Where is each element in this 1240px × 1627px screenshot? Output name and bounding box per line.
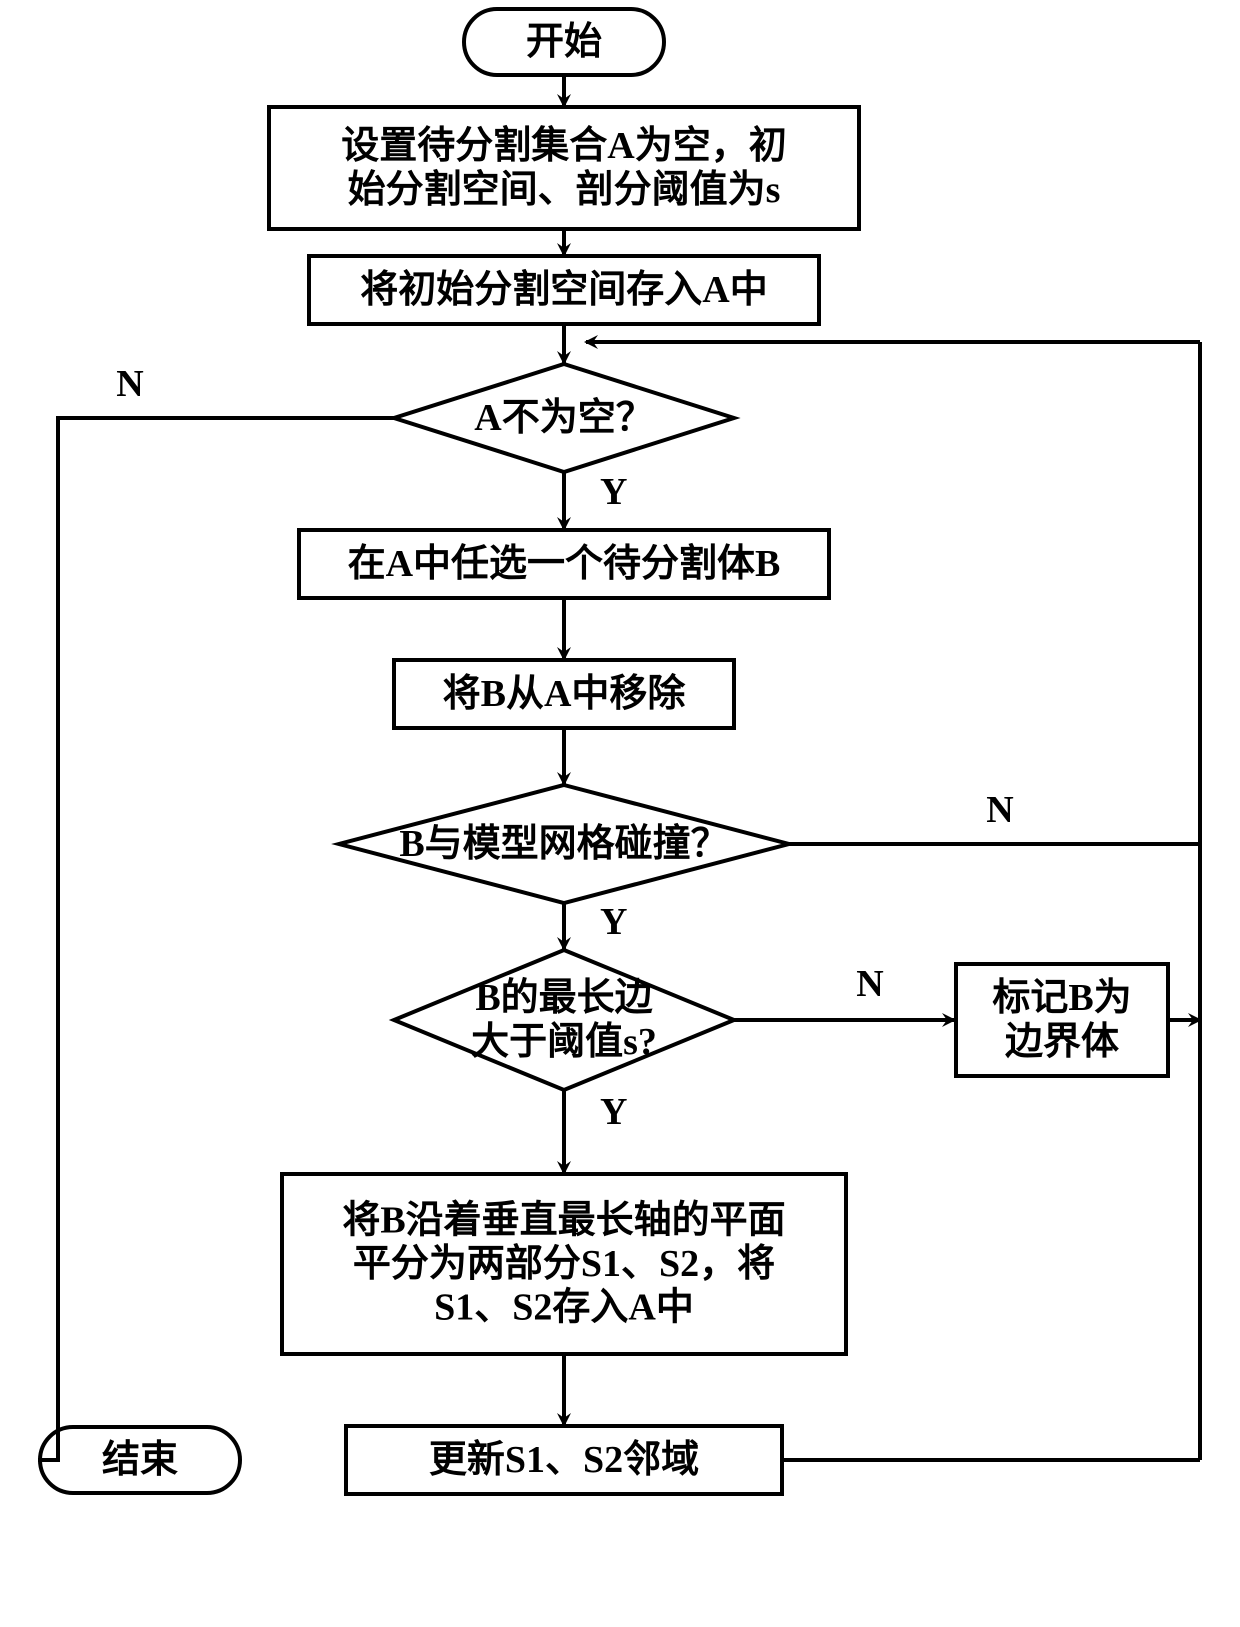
label-n: N bbox=[116, 363, 143, 405]
node-text: 在A中任选一个待分割体B bbox=[348, 543, 781, 585]
edge bbox=[38, 418, 394, 1460]
node-text: 将B沿着垂直最长轴的平面 bbox=[342, 1199, 785, 1241]
label-n: N bbox=[986, 789, 1013, 831]
node-text: 将初始分割空间存入A中 bbox=[360, 269, 767, 311]
node-text: 设置待分割集合A为空，初 bbox=[341, 125, 786, 167]
label-y: Y bbox=[600, 1091, 627, 1133]
node-text: 将B从A中移除 bbox=[443, 672, 687, 715]
node-text: 更新S1、S2邻域 bbox=[429, 1439, 699, 1481]
node-text: 标记B为 bbox=[992, 977, 1131, 1019]
flowchart-canvas: 开始设置待分割集合A为空，初始分割空间、剖分阈值为s 将初始分割空间存入A中 A不为… bbox=[0, 0, 1240, 1627]
node-text: S1、S2存入A中 bbox=[434, 1287, 694, 1329]
node-text: 始分割空间、剖分阈值为s bbox=[348, 169, 781, 211]
node-text: B的最长边 bbox=[475, 977, 652, 1019]
node-text: 边界体 bbox=[1005, 1021, 1119, 1063]
label-y: Y bbox=[600, 901, 627, 943]
node-text: B与模型网格碰撞？ bbox=[399, 823, 728, 865]
node-text: 平分为两部分S1、S2，将 bbox=[353, 1243, 775, 1285]
node-text: 大于阈值s? bbox=[471, 1021, 657, 1063]
label-n: N bbox=[856, 963, 883, 1005]
node-text: 开始 bbox=[526, 21, 602, 63]
label-y: Y bbox=[600, 471, 627, 513]
node-text: A不为空？ bbox=[474, 397, 653, 439]
node-text: 结束 bbox=[102, 1439, 178, 1481]
